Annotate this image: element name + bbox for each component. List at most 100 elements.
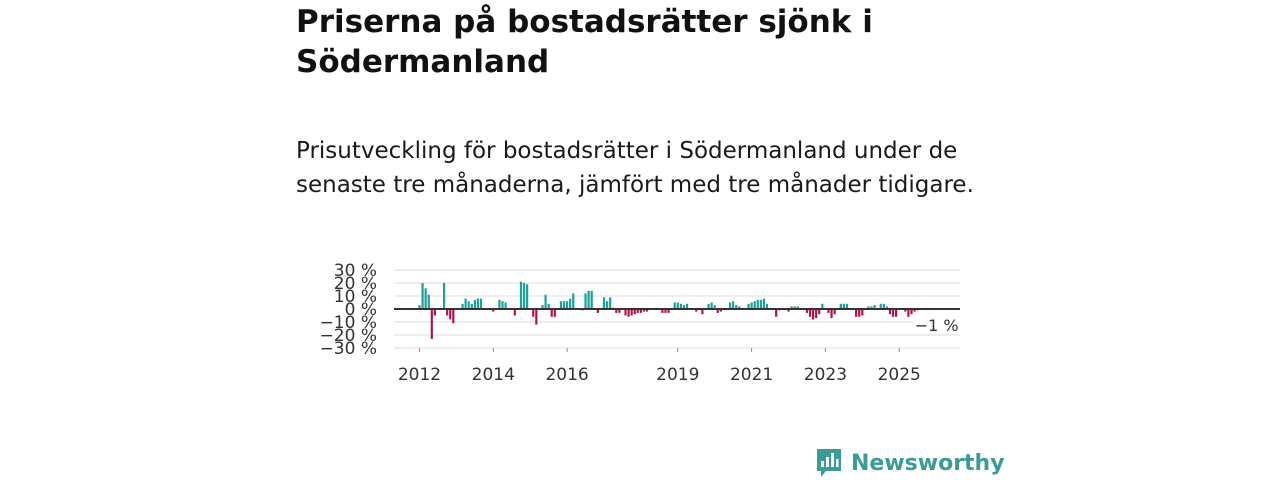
bar: [639, 309, 642, 313]
bar: [910, 309, 913, 315]
bar: [716, 309, 719, 313]
bar: [624, 309, 627, 316]
bar: [821, 303, 824, 309]
x-tick-label: 2014: [472, 365, 515, 385]
bar: [664, 309, 667, 313]
bar: [710, 302, 713, 309]
bar: [713, 305, 716, 309]
bar: [476, 298, 480, 309]
page-title: Priserna på bostadsrätter sjönk i Söderm…: [296, 4, 873, 80]
bar: [796, 306, 799, 309]
y-tick-label: 20 %: [334, 274, 377, 294]
x-tick-label: 2019: [656, 365, 699, 385]
bar: [513, 309, 516, 316]
bar: [636, 309, 639, 313]
bar: [446, 309, 449, 316]
x-tick-label: 2021: [730, 365, 773, 385]
bar: [861, 309, 864, 316]
chart-bars: [418, 281, 919, 339]
bar: [544, 294, 547, 309]
bar: [562, 301, 566, 309]
bar: [873, 305, 876, 309]
y-tick-label: 0 %: [345, 300, 377, 320]
bar: [753, 301, 756, 309]
bar: [452, 309, 455, 324]
x-tick-label: 2012: [398, 365, 441, 385]
bar: [633, 309, 636, 315]
bar: [430, 309, 433, 339]
bar: [559, 301, 563, 309]
bar: [615, 309, 618, 313]
y-tick-label: 30 %: [334, 261, 377, 281]
bar: [467, 301, 470, 309]
chart-grid: [394, 269, 960, 349]
bar: [805, 309, 809, 313]
bar: [627, 309, 630, 317]
x-tick-label: 2025: [878, 365, 921, 385]
bar: [867, 306, 870, 309]
bar: [858, 309, 861, 317]
bar: [728, 302, 732, 309]
bar: [879, 303, 882, 309]
bar: [498, 299, 501, 309]
bar: [747, 303, 750, 309]
bar: [895, 309, 898, 317]
bar: [418, 305, 421, 309]
bar: [839, 303, 842, 309]
bar: [550, 309, 553, 317]
bar: [587, 290, 590, 309]
bar: [547, 303, 550, 309]
bar: [750, 302, 753, 309]
bar: [532, 309, 535, 317]
bar: [535, 309, 538, 325]
bar: [818, 309, 821, 315]
y-tick-label: −20 %: [320, 326, 377, 346]
page-subtitle: Prisutveckling för bostadsrätter i Söder…: [296, 138, 974, 198]
bar: [596, 309, 599, 313]
bar: [572, 293, 575, 309]
bar: [642, 309, 646, 312]
bar: [775, 309, 778, 317]
bar: [845, 303, 849, 309]
bar: [815, 309, 818, 319]
bar: [609, 297, 612, 309]
newsworthy-logo[interactable]: Newsworthy: [815, 446, 1005, 480]
bar: [667, 309, 670, 313]
newsworthy-logo-icon: [817, 449, 841, 477]
bar: [762, 298, 765, 309]
bar: [473, 299, 476, 309]
bar: [590, 290, 593, 309]
bar: [695, 309, 698, 312]
bar: [443, 283, 446, 309]
bar: [541, 305, 544, 309]
bar: [501, 301, 504, 309]
bar: [461, 303, 464, 309]
bar: [732, 301, 735, 309]
bar: [891, 309, 895, 317]
bar: [526, 284, 529, 309]
bar: [870, 306, 873, 309]
bar: [701, 309, 704, 315]
bar: [449, 309, 452, 320]
bar: [882, 303, 885, 309]
bar: [504, 302, 507, 309]
y-axis-labels: 30 %20 %10 %0 %−10 %−20 %−30 %: [320, 261, 377, 359]
bar: [676, 302, 679, 309]
bar: [827, 309, 830, 313]
bar: [735, 305, 738, 309]
bar: [679, 303, 682, 309]
bar: [738, 306, 741, 309]
bar: [904, 309, 907, 312]
bar: [605, 301, 609, 309]
bar: [421, 283, 424, 309]
bar: [630, 309, 633, 316]
bar: [584, 293, 587, 309]
bar: [553, 309, 556, 317]
x-tick-label: 2023: [804, 365, 847, 385]
y-tick-label: −30 %: [320, 339, 377, 359]
bar: [464, 298, 467, 309]
bar: [682, 305, 686, 309]
bar: [645, 309, 649, 312]
bar: [842, 303, 845, 309]
